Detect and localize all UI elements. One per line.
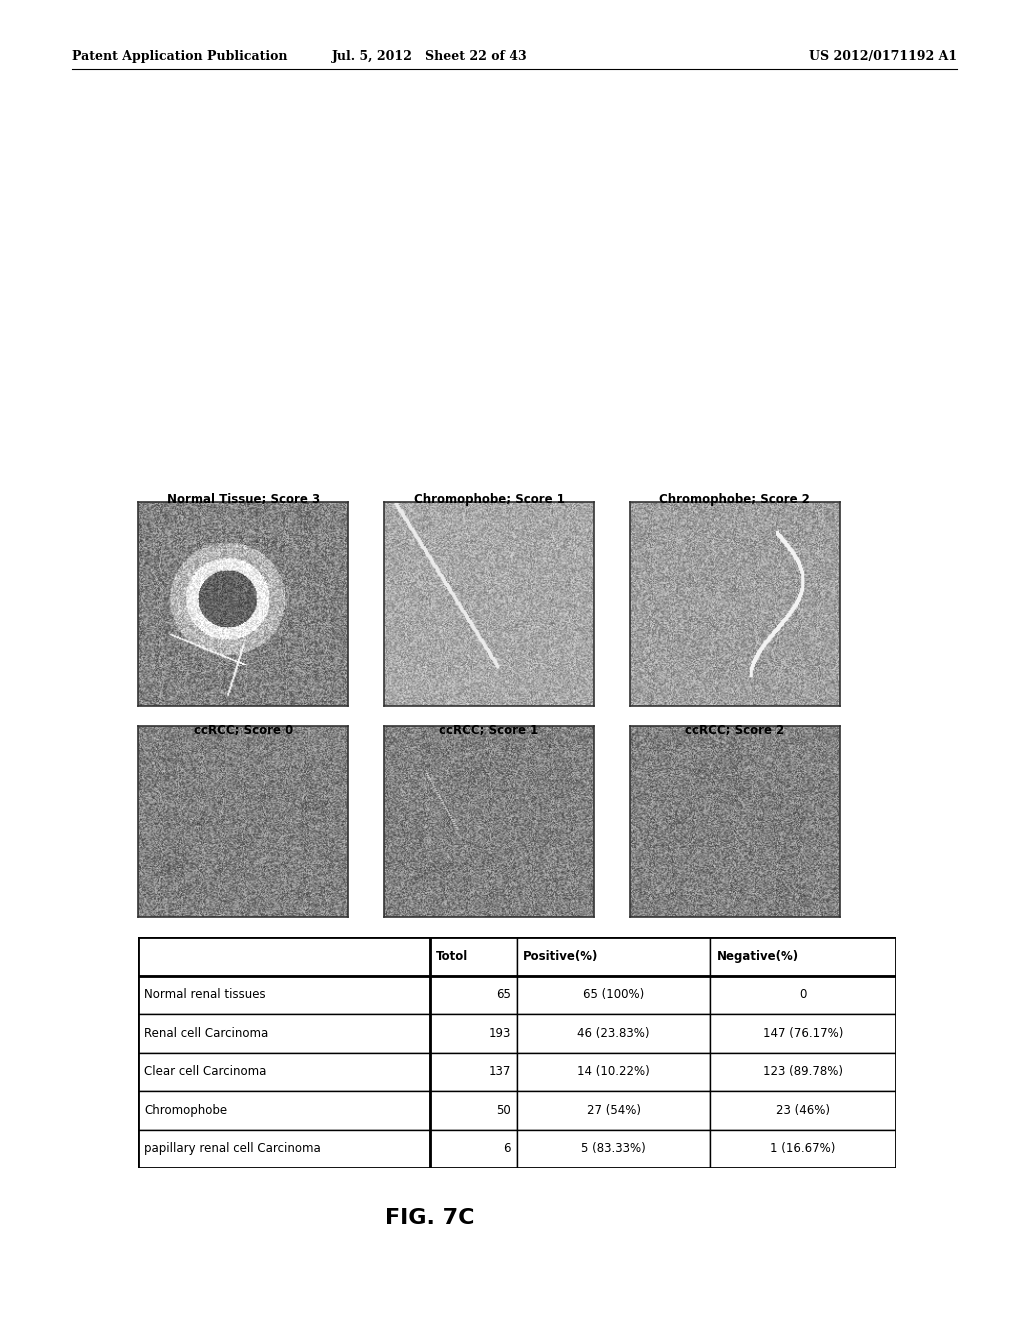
Text: US 2012/0171192 A1: US 2012/0171192 A1 xyxy=(809,50,957,63)
Text: Negative(%): Negative(%) xyxy=(717,950,799,964)
Text: 147 (76.17%): 147 (76.17%) xyxy=(763,1027,844,1040)
Bar xyxy=(517,1053,711,1092)
Bar xyxy=(138,1130,430,1168)
Text: ccRCC; Score 1: ccRCC; Score 1 xyxy=(439,723,539,737)
Bar xyxy=(711,937,896,975)
Bar xyxy=(430,1092,517,1130)
Text: Positive(%): Positive(%) xyxy=(523,950,599,964)
Bar xyxy=(517,1130,711,1168)
Text: Renal cell Carcinoma: Renal cell Carcinoma xyxy=(144,1027,268,1040)
Bar xyxy=(517,937,711,975)
Text: FIG. 7C: FIG. 7C xyxy=(385,1208,475,1228)
Text: Normal Tissue; Score 3: Normal Tissue; Score 3 xyxy=(167,492,319,506)
Text: ccRCC; Score 0: ccRCC; Score 0 xyxy=(194,723,293,737)
Bar xyxy=(138,937,430,975)
Bar xyxy=(711,1053,896,1092)
Bar xyxy=(711,1130,896,1168)
Text: ccRCC; Score 2: ccRCC; Score 2 xyxy=(685,723,784,737)
Text: Chromophobe; Score 1: Chromophobe; Score 1 xyxy=(414,492,564,506)
Bar xyxy=(430,975,517,1014)
Text: Patent Application Publication: Patent Application Publication xyxy=(72,50,287,63)
Bar xyxy=(430,1130,517,1168)
Text: 193: 193 xyxy=(488,1027,511,1040)
Text: 27 (54%): 27 (54%) xyxy=(587,1104,641,1117)
Text: 5 (83.33%): 5 (83.33%) xyxy=(582,1142,646,1155)
Bar xyxy=(430,1014,517,1053)
Text: papillary renal cell Carcinoma: papillary renal cell Carcinoma xyxy=(144,1142,322,1155)
Text: 65 (100%): 65 (100%) xyxy=(583,989,644,1002)
Text: Chromophobe; Score 2: Chromophobe; Score 2 xyxy=(659,492,810,506)
Text: 1 (16.67%): 1 (16.67%) xyxy=(770,1142,836,1155)
Bar xyxy=(430,1053,517,1092)
Text: 123 (89.78%): 123 (89.78%) xyxy=(763,1065,843,1078)
Bar xyxy=(711,1014,896,1053)
Text: 14 (10.22%): 14 (10.22%) xyxy=(578,1065,650,1078)
Bar xyxy=(138,1014,430,1053)
Text: 0: 0 xyxy=(800,989,807,1002)
Text: 137: 137 xyxy=(488,1065,511,1078)
Bar xyxy=(517,975,711,1014)
Bar xyxy=(138,975,430,1014)
Bar xyxy=(517,1092,711,1130)
Bar xyxy=(430,937,517,975)
Text: 6: 6 xyxy=(504,1142,511,1155)
Text: Totol: Totol xyxy=(436,950,468,964)
Bar xyxy=(711,975,896,1014)
Text: 65: 65 xyxy=(496,989,511,1002)
Text: Chromophobe: Chromophobe xyxy=(144,1104,227,1117)
Bar xyxy=(517,1014,711,1053)
Text: 50: 50 xyxy=(497,1104,511,1117)
Text: Normal renal tissues: Normal renal tissues xyxy=(144,989,266,1002)
Text: Jul. 5, 2012   Sheet 22 of 43: Jul. 5, 2012 Sheet 22 of 43 xyxy=(332,50,528,63)
Text: Clear cell Carcinoma: Clear cell Carcinoma xyxy=(144,1065,267,1078)
Bar xyxy=(138,1092,430,1130)
Text: 46 (23.83%): 46 (23.83%) xyxy=(578,1027,650,1040)
Bar xyxy=(138,1053,430,1092)
Text: 23 (46%): 23 (46%) xyxy=(776,1104,830,1117)
Bar xyxy=(711,1092,896,1130)
